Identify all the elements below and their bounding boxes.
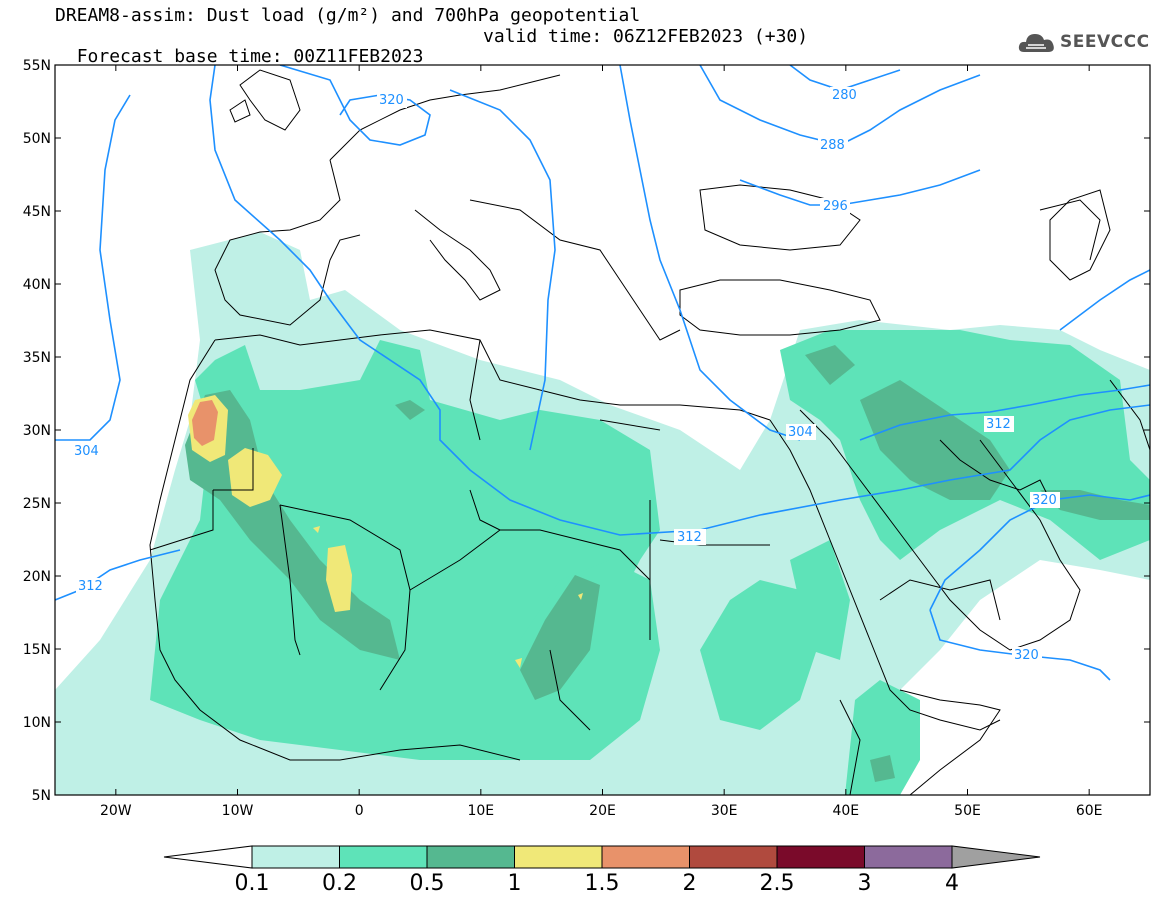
contour-label: 280: [832, 88, 857, 103]
lon-tick-label: 20W: [100, 803, 132, 819]
longitude-axis: 20W 10W 0 10E 20E 30E 40E 50E 60E: [100, 65, 1103, 819]
lat-tick-label: 10N: [23, 715, 51, 731]
colorbar-label: 2: [683, 871, 697, 896]
contour-label: 320: [1014, 648, 1039, 663]
lon-tick-label: 10W: [222, 803, 254, 819]
contour-label: 320: [1032, 493, 1057, 508]
base-time-label: Forecast base time: 00Z11FEB2023: [76, 46, 424, 67]
geopotential-contours: [55, 65, 1150, 681]
lat-tick-label: 15N: [23, 642, 51, 658]
lat-tick-label: 30N: [23, 423, 51, 439]
lon-tick-label: 50E: [954, 803, 981, 819]
lat-tick-label: 25N: [23, 496, 51, 512]
colorbar-bin: [776, 845, 865, 869]
colorbar-label: 1.5: [585, 871, 620, 896]
colorbar-over-triangle: [951, 845, 1041, 869]
contour-label: 304: [788, 425, 813, 440]
colorbar-under-triangle: [163, 845, 253, 869]
colorbar-label: 0.2: [322, 871, 357, 896]
dust-layer-1: [188, 395, 583, 668]
lon-tick-label: 10E: [467, 803, 494, 819]
lon-tick-label: 20E: [589, 803, 616, 819]
colorbar-label: 2.5: [760, 871, 795, 896]
lon-tick-label: 40E: [832, 803, 859, 819]
lat-tick-label: 55N: [23, 58, 51, 74]
colorbar-label: 4: [945, 871, 959, 896]
colorbar-label: 1: [508, 871, 522, 896]
valid-time-label: valid time: 06Z12FEB2023 (+30): [483, 26, 809, 47]
contour-label: 312: [78, 579, 103, 594]
forecast-time-line: Forecast base time: 00Z11FEB2023 valid t…: [55, 27, 808, 87]
cloud-logo-icon: [1018, 34, 1054, 52]
colorbar-bin: [426, 845, 515, 869]
colorbar-label: 0.1: [235, 871, 270, 896]
lat-tick-label: 45N: [23, 204, 51, 220]
colorbar-bin: [864, 845, 953, 869]
colorbar-bin: [514, 845, 603, 869]
contour-label: 288: [820, 138, 845, 153]
lon-tick-label: 0: [355, 803, 364, 819]
contour-label: 296: [823, 199, 848, 214]
lat-tick-label: 20N: [23, 569, 51, 585]
lat-tick-label: 5N: [32, 788, 51, 804]
lon-tick-label: 60E: [1076, 803, 1103, 819]
colorbar-label: 3: [858, 871, 872, 896]
contour-label: 312: [986, 417, 1011, 432]
lat-tick-label: 40N: [23, 277, 51, 293]
colorbar-label: 0.5: [410, 871, 445, 896]
dust-layer-1-5: [192, 400, 218, 446]
colorbar-bin: [689, 845, 778, 869]
colorbar-bin: [251, 845, 340, 869]
colorbar-bin: [601, 845, 690, 869]
contour-label: 320: [379, 93, 404, 108]
contour-label: 304: [74, 444, 99, 459]
contour-labels: 280 288 296 304 304 312 312 312 320 320 …: [72, 87, 1060, 663]
lat-tick-label: 50N: [23, 131, 51, 147]
contour-label: 312: [677, 530, 702, 545]
latitude-axis: 55N 50N 45N 40N 35N 30N 25N 20N 15N 10N 5N: [23, 58, 1150, 804]
colorbar-bin: [339, 845, 428, 869]
lat-tick-label: 35N: [23, 350, 51, 366]
lon-tick-label: 30E: [711, 803, 738, 819]
logo-text: SEEVCCC: [1060, 32, 1150, 52]
map-title: DREAM8-assim: Dust load (g/m²) and 700hP…: [55, 5, 641, 26]
seevccc-logo: SEEVCCC: [1018, 30, 1150, 54]
coastlines-borders: [149, 69, 1150, 795]
